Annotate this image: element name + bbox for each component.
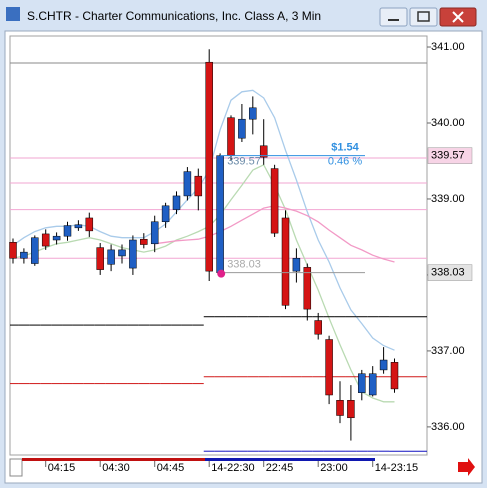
candle-body: [368, 373, 377, 396]
price-marker: [427, 147, 473, 164]
window-title: S.CHTR - Charter Communications, Inc. Cl…: [27, 9, 321, 23]
y-tick-label: 340.00: [431, 117, 465, 129]
price-marker-label: 338.03: [431, 267, 465, 279]
candle-body: [107, 249, 115, 265]
candle-body: [140, 238, 148, 245]
y-tick-label: 339.00: [431, 193, 465, 205]
candle-body: [150, 221, 159, 245]
close-icon: [452, 11, 464, 23]
candle-body: [281, 217, 290, 306]
candle-body: [96, 247, 104, 270]
x-tick-label: 14-22:30: [211, 462, 254, 474]
measure-start-label: 338.03: [227, 259, 261, 271]
candle-body: [358, 373, 366, 393]
candle-body: [379, 359, 388, 371]
y-tick-label: 341.00: [431, 41, 465, 53]
candle-body: [216, 155, 224, 273]
candle-body: [129, 239, 137, 269]
candle-body: [303, 267, 312, 310]
maximize-button[interactable]: [409, 7, 438, 27]
measure-percent: 0.46 %: [328, 156, 362, 168]
x-tick-label: 04:30: [102, 462, 130, 474]
candle-body: [347, 400, 355, 419]
session-strip: [22, 458, 205, 461]
x-tick-label: 14-23:15: [375, 462, 418, 474]
x-tick-label: 22:45: [266, 462, 294, 474]
x-tick-label: 23:00: [320, 462, 348, 474]
candle-body: [390, 362, 399, 390]
candle-body: [336, 400, 344, 416]
candle-body: [9, 242, 17, 259]
x-tick-label: 04:45: [157, 462, 185, 474]
candle-body: [325, 339, 333, 396]
candle-body: [227, 117, 235, 156]
measure-anchor: [217, 269, 226, 278]
maximize-icon: [417, 11, 430, 22]
measure-end-label: 339.57: [227, 156, 261, 168]
window-icon: [6, 7, 20, 21]
candle-body: [270, 168, 279, 234]
measure-change: $1.54: [331, 142, 359, 154]
candle-body: [183, 171, 192, 197]
candle-body: [259, 145, 268, 158]
session-strip: [205, 458, 375, 461]
scroll-arrow[interactable]: [458, 458, 475, 476]
candle-body: [249, 107, 257, 120]
corner-box: [9, 458, 23, 477]
moving-average: [12, 163, 395, 403]
candle-body: [292, 257, 301, 272]
candle-body: [314, 320, 322, 335]
candle-body: [52, 235, 61, 241]
candle-body: [161, 205, 170, 223]
candle-body: [194, 175, 203, 197]
candle-body: [20, 251, 28, 259]
candle-body: [74, 224, 83, 229]
x-tick-label: 04:15: [48, 462, 76, 474]
candle-body: [41, 233, 50, 247]
price-marker-label: 339.57: [431, 150, 465, 162]
price-marker: [427, 264, 473, 281]
candle-body: [85, 217, 94, 232]
candle-body: [31, 237, 39, 264]
candle-body: [238, 118, 246, 139]
y-tick-label: 336.00: [431, 421, 465, 433]
candle-body: [118, 249, 126, 257]
y-tick-label: 337.00: [431, 345, 465, 357]
candle-body: [205, 61, 213, 272]
minimize-button[interactable]: [379, 7, 408, 27]
candle-body: [172, 195, 181, 210]
candle-body: [63, 225, 72, 237]
